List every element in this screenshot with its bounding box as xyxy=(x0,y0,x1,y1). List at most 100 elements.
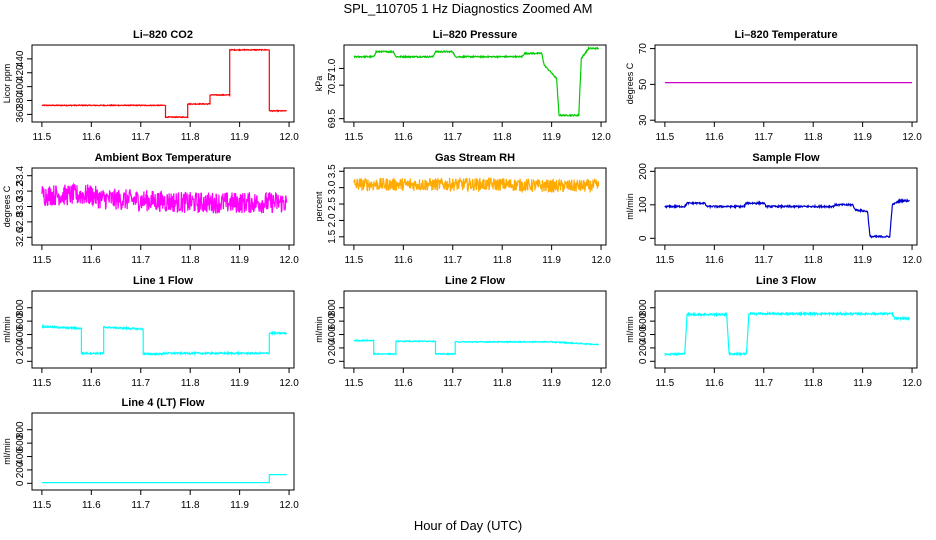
panel-title: Line 2 Flow xyxy=(445,275,505,287)
y-axis-label: ml/min xyxy=(2,438,12,465)
x-tick-label: 11.9 xyxy=(542,378,561,389)
plot-frame xyxy=(343,167,607,246)
x-tick-label: 11.7 xyxy=(754,378,773,389)
y-tick-label: 0 xyxy=(15,480,26,486)
x-tick-label: 12.0 xyxy=(279,378,299,389)
x-tick-label: 12.0 xyxy=(902,378,922,389)
y-tick-label: 400 xyxy=(638,326,649,343)
x-tick-label: 12.0 xyxy=(591,132,611,143)
y-tick-label: 0 xyxy=(638,358,649,364)
x-tick-label: 12.0 xyxy=(902,132,922,143)
x-tick-label: 11.7 xyxy=(754,132,773,143)
x-tick-label: 11.7 xyxy=(754,255,773,266)
x-tick-label: 11.6 xyxy=(705,378,724,389)
y-axis-label: degrees C xyxy=(2,185,12,227)
y-tick-label: 100 xyxy=(638,196,649,213)
x-tick-label: 11.5 xyxy=(33,500,52,511)
y-tick-label: 1.5 xyxy=(327,229,338,243)
x-tick-label: 11.9 xyxy=(542,132,561,143)
y-tick-label: 600 xyxy=(15,434,26,451)
y-tick-label: 71.0 xyxy=(327,58,338,78)
series-line xyxy=(353,176,600,194)
x-tick-label: 11.9 xyxy=(230,378,249,389)
y-tick-label: 2.0 xyxy=(327,213,338,227)
x-tick-label: 12.0 xyxy=(591,255,611,266)
panel-title: Gas Stream RH xyxy=(435,152,515,164)
x-tick-label: 11.6 xyxy=(705,132,724,143)
y-tick-label: 0 xyxy=(638,235,649,241)
y-axis-label: degrees C xyxy=(625,62,635,104)
x-tick-label: 11.8 xyxy=(493,378,512,389)
x-tick-label: 11.8 xyxy=(181,500,200,511)
y-tick-label: 400 xyxy=(15,78,26,95)
plot-panel: Li–820 Temperature 11.5 11.6 11.7 11.8 11.9 12… xyxy=(625,29,922,143)
y-tick-label: 600 xyxy=(638,312,649,329)
x-tick-label: 11.5 xyxy=(345,255,364,266)
x-tick-label: 11.5 xyxy=(33,132,52,143)
x-tick-label: 12.0 xyxy=(279,255,299,266)
y-tick-label: 800 xyxy=(15,421,26,438)
x-tick-label: 11.5 xyxy=(656,378,675,389)
x-tick-label: 11.9 xyxy=(542,255,561,266)
series-line xyxy=(664,197,910,239)
x-tick-label: 11.5 xyxy=(345,378,364,389)
plot-frame xyxy=(654,290,918,369)
y-axis-label: percent xyxy=(314,191,324,222)
x-tick-label: 12.0 xyxy=(902,255,922,266)
plot-frame xyxy=(654,44,918,123)
y-tick-label: 420 xyxy=(15,64,26,81)
y-tick-label: 0 xyxy=(15,358,26,364)
x-tick-label: 11.5 xyxy=(656,132,675,143)
y-axis-label: ml/min xyxy=(314,316,324,343)
y-tick-label: 33.2 xyxy=(15,181,26,201)
panel-title: Ambient Box Temperature xyxy=(95,152,232,164)
y-tick-label: 3.5 xyxy=(327,164,338,178)
panel-title: Sample Flow xyxy=(752,152,820,164)
x-tick-label: 11.8 xyxy=(181,378,200,389)
series-line xyxy=(41,48,287,119)
plot-frame xyxy=(31,412,295,491)
x-tick-label: 11.8 xyxy=(804,132,823,143)
figure-x-axis-label: Hour of Day (UTC) xyxy=(413,518,523,533)
y-tick-label: 3.0 xyxy=(327,180,338,194)
y-axis-label: ml/min xyxy=(625,193,635,220)
plot-panel: Li–820 Pressure 11.5 11.6 11.7 11.8 11.9 12.0 6… xyxy=(314,29,611,143)
y-tick-label: 360 xyxy=(15,106,26,123)
x-tick-label: 11.6 xyxy=(394,378,413,389)
x-tick-label: 11.5 xyxy=(33,255,52,266)
x-tick-label: 11.8 xyxy=(493,255,512,266)
plot-frame xyxy=(343,44,607,123)
panel-title: Line 3 Flow xyxy=(756,275,816,287)
x-tick-label: 11.7 xyxy=(443,255,462,266)
y-tick-label: 380 xyxy=(15,92,26,109)
x-tick-label: 11.8 xyxy=(804,378,823,389)
y-tick-label: 50 xyxy=(638,78,649,90)
x-tick-label: 12.0 xyxy=(279,132,299,143)
x-tick-label: 11.6 xyxy=(82,132,101,143)
x-tick-label: 11.9 xyxy=(853,132,872,143)
panel-title: Line 4 (LT) Flow xyxy=(122,397,205,409)
x-tick-label: 11.5 xyxy=(656,255,675,266)
plot-frame xyxy=(343,290,607,369)
x-tick-label: 11.9 xyxy=(230,500,249,511)
y-tick-label: 33.0 xyxy=(15,196,26,216)
y-tick-label: 400 xyxy=(15,326,26,343)
plot-frame xyxy=(654,167,918,246)
panel-title: Li–820 Pressure xyxy=(433,29,517,41)
y-tick-label: 33.4 xyxy=(15,166,26,186)
x-tick-label: 11.6 xyxy=(82,255,101,266)
y-tick-label: 2.5 xyxy=(327,197,338,211)
plot-panel: Ambient Box Temperature 11.5 11.6 11.7 11.8 1… xyxy=(2,152,299,266)
series-line xyxy=(41,182,288,214)
y-tick-label: 69.5 xyxy=(327,108,338,128)
panel-title: Li–820 CO2 xyxy=(133,29,193,41)
y-tick-label: 32.8 xyxy=(15,212,26,232)
y-tick-label: 200 xyxy=(15,461,26,478)
x-tick-label: 11.6 xyxy=(705,255,724,266)
y-tick-label: 600 xyxy=(327,312,338,329)
y-axis-label: kPa xyxy=(314,76,324,92)
series-line xyxy=(353,45,600,118)
x-tick-label: 11.9 xyxy=(230,132,249,143)
y-tick-label: 800 xyxy=(15,299,26,316)
